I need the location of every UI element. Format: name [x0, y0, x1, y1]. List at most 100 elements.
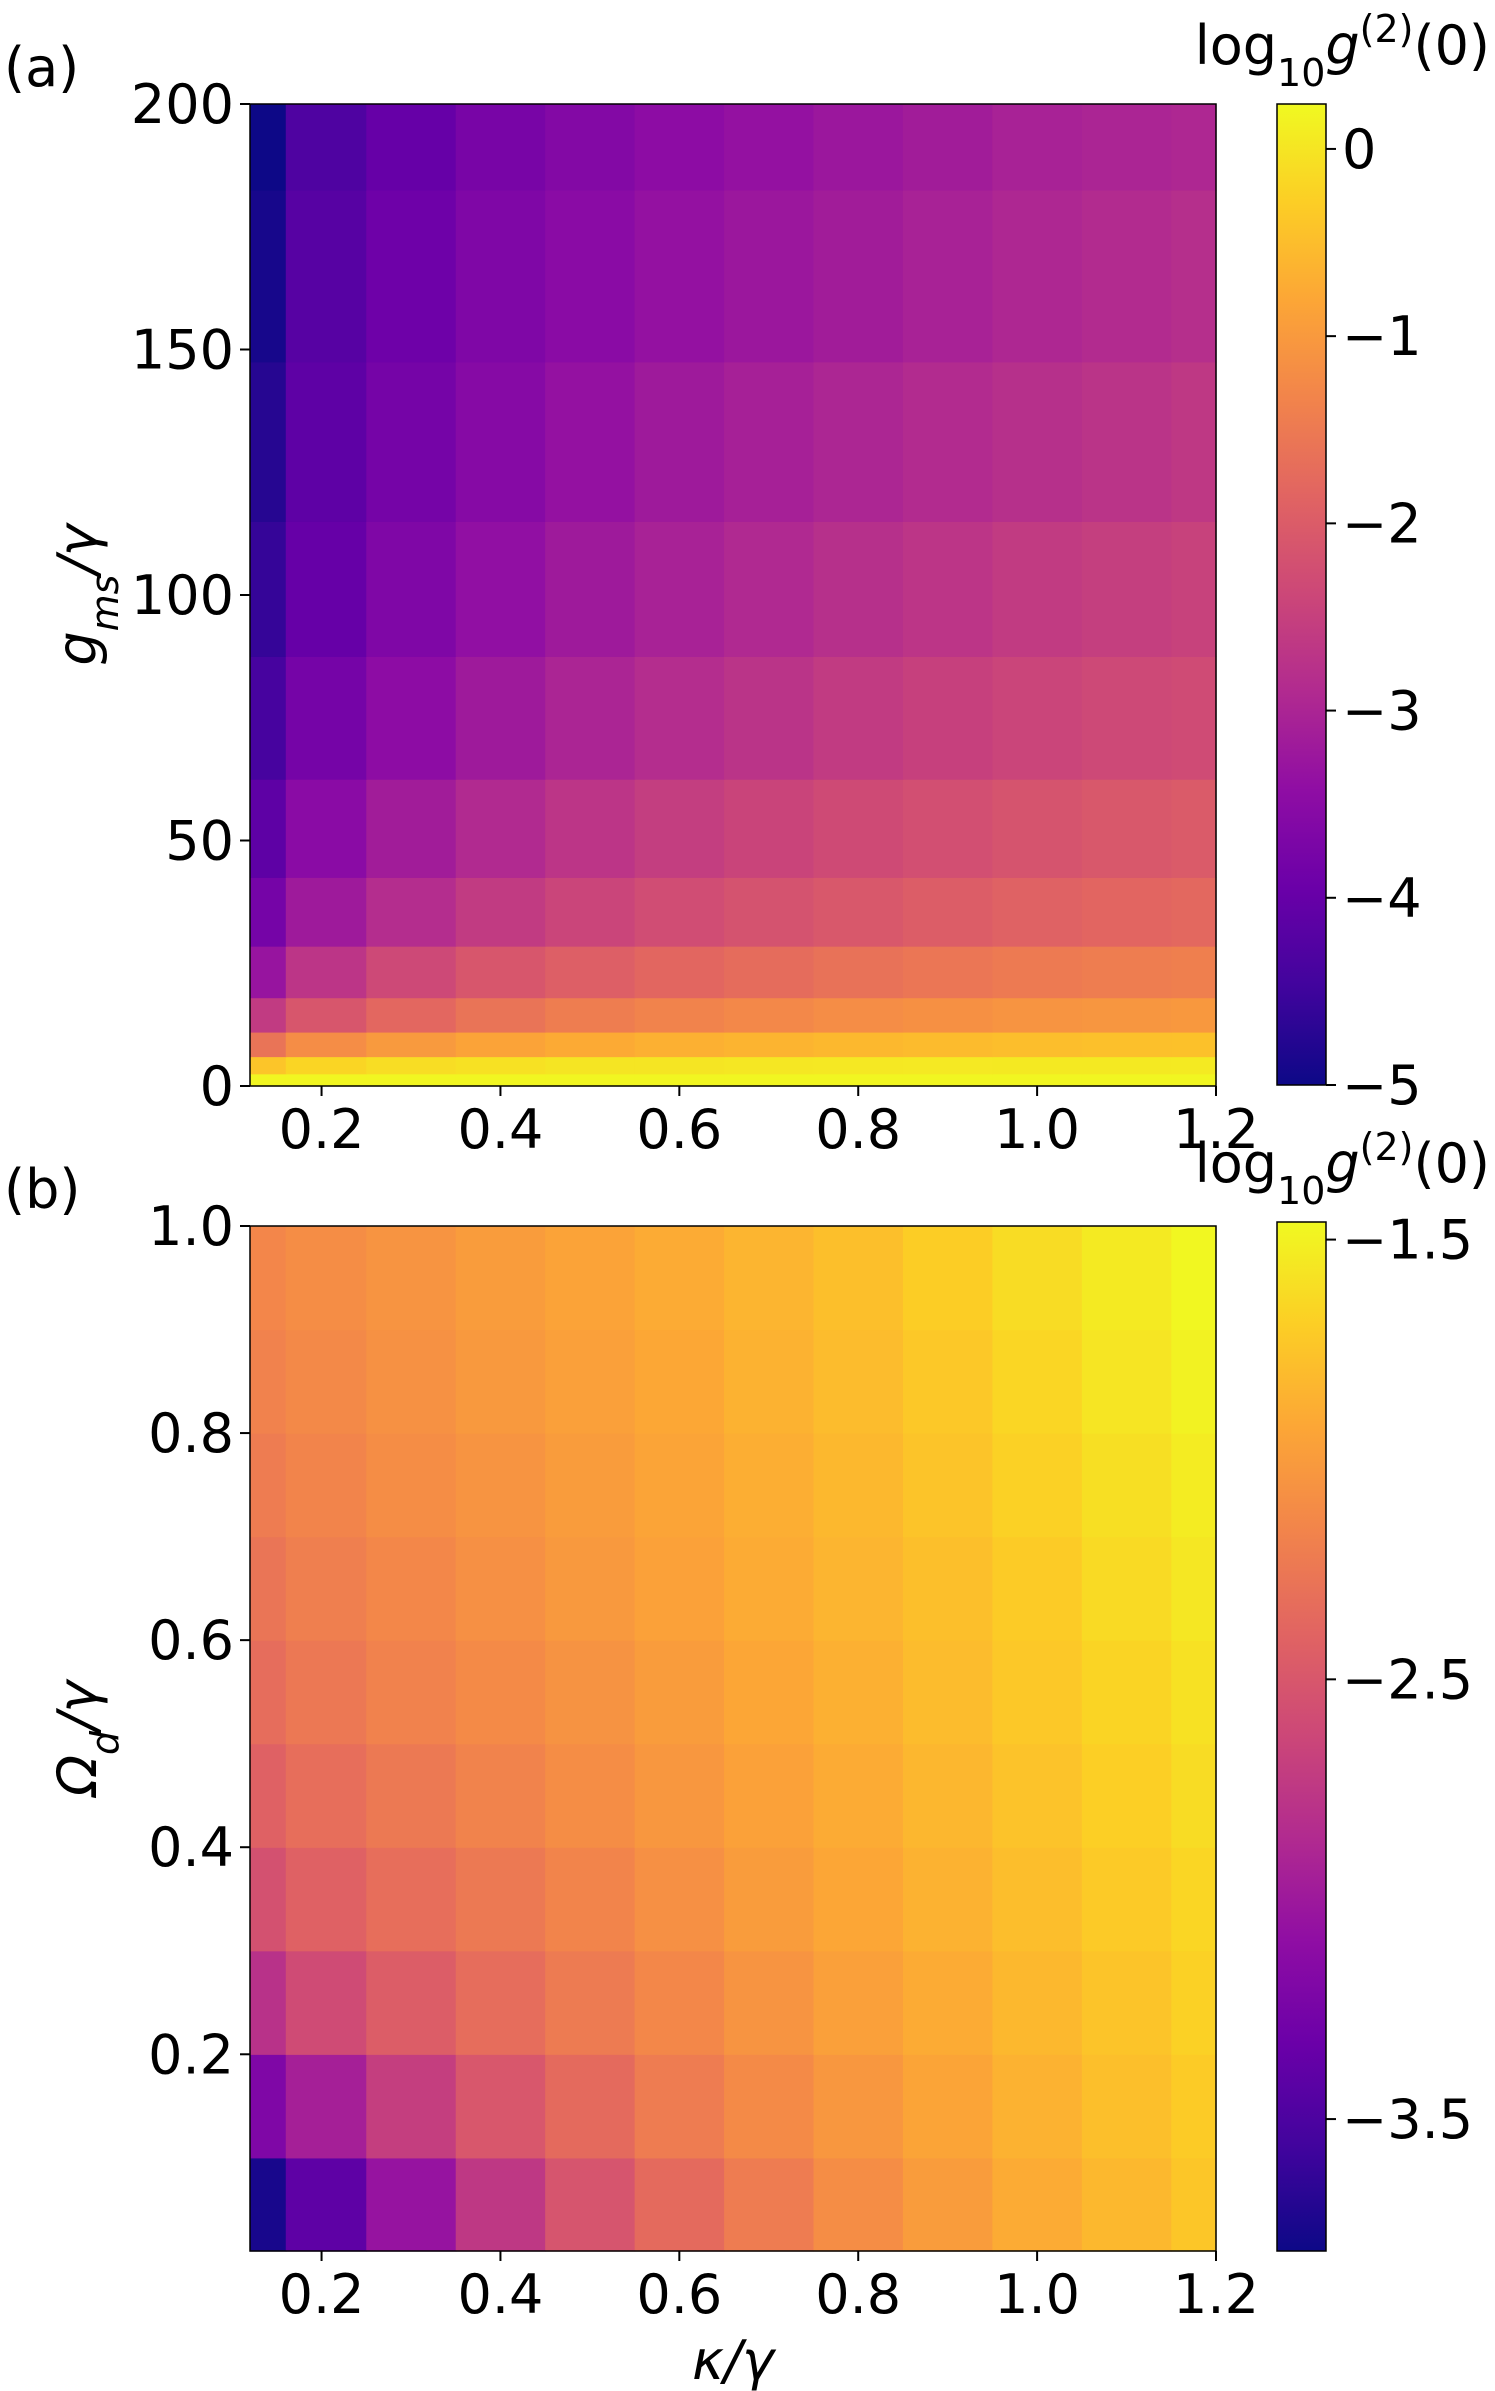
heatmap-cell: [285, 997, 367, 1033]
heatmap-cell: [366, 877, 457, 947]
heatmap-cell: [545, 189, 636, 363]
heatmap-cell: [1171, 656, 1217, 780]
heatmap-cell: [634, 1329, 725, 1434]
colorbar-tick-label: −3.5: [1342, 2088, 1473, 2151]
heatmap-cell: [545, 1950, 636, 2055]
heatmap-cell: [813, 1031, 904, 1058]
heatmap-cell: [455, 1950, 546, 2055]
heatmap-cell: [634, 1536, 725, 1641]
heatmap-cell: [285, 1329, 367, 1434]
heatmap-cell: [813, 189, 904, 363]
heatmap-cell: [545, 1640, 636, 1745]
heatmap-cell: [724, 1950, 815, 2055]
heatmap-cell: [366, 1743, 457, 1848]
heatmap-cell: [250, 1073, 287, 1087]
heatmap-cell: [545, 2157, 636, 2252]
y-tick-label: 0.6: [148, 1609, 234, 1672]
heatmap-cell: [992, 1226, 1083, 1331]
heatmap-cell: [902, 1640, 993, 1745]
heatmap-cell: [285, 877, 367, 947]
heatmap-cell: [992, 2157, 1083, 2252]
heatmap-cell: [902, 779, 993, 878]
heatmap-cell: [1081, 997, 1172, 1033]
x-axis-label: κ/γ: [692, 2329, 777, 2391]
colorbar-tick-label: −2: [1342, 492, 1422, 555]
heatmap-cell: [724, 361, 815, 522]
x-tick-label: 0.8: [815, 1098, 901, 1161]
heatmap-cell: [634, 877, 725, 947]
x-tick-label: 0.6: [636, 1098, 722, 1161]
heatmap-cell: [1081, 104, 1172, 191]
heatmap-cell: [724, 1640, 815, 1745]
heatmap-cell: [902, 104, 993, 191]
heatmap-cell: [455, 946, 546, 999]
heatmap-cell: [992, 1847, 1083, 1952]
heatmap-cell: [285, 1536, 367, 1641]
heatmap-cell: [992, 1433, 1083, 1538]
heatmap-cell: [724, 779, 815, 878]
heatmap-cell: [1081, 946, 1172, 999]
heatmap-cell: [724, 877, 815, 947]
y-tick-label: 50: [165, 810, 234, 873]
label-part: d: [83, 1730, 127, 1755]
heatmap-cell: [455, 1073, 546, 1087]
heatmap-cell: [366, 1226, 457, 1331]
heatmap-cell: [285, 946, 367, 999]
heatmap-cell: [1171, 1031, 1217, 1058]
label-part: g: [1325, 1132, 1359, 1195]
colorbar: [1277, 1222, 1326, 2251]
heatmap-cell: [545, 1056, 636, 1075]
heatmap-cell: [634, 1073, 725, 1087]
heatmap-cell: [285, 1073, 367, 1087]
heatmap-cell: [455, 2054, 546, 2159]
y-tick-label: 0.8: [148, 1402, 234, 1465]
heatmap-cell: [250, 1950, 287, 2055]
heatmap-cell: [902, 946, 993, 999]
heatmap-cell: [250, 997, 287, 1033]
heatmap-cell: [634, 1226, 725, 1331]
heatmap-cell: [250, 1743, 287, 1848]
heatmap-cell: [250, 521, 287, 657]
heatmap-cell: [366, 1536, 457, 1641]
heatmap-cell: [1171, 946, 1217, 999]
heatmap-cell: [455, 2157, 546, 2252]
heatmap-cell: [902, 1031, 993, 1058]
heatmap-cell: [1081, 1329, 1172, 1434]
heatmap-cell: [1171, 2054, 1217, 2159]
heatmap-cell: [902, 2054, 993, 2159]
heatmap-cell: [366, 1073, 457, 1087]
label-part: Ω: [46, 1755, 109, 1798]
heatmap-cell: [813, 656, 904, 780]
heatmap-cell: [455, 997, 546, 1033]
heatmap-cell: [1171, 779, 1217, 878]
heatmap-cell: [1171, 1950, 1217, 2055]
heatmap-cell: [545, 1031, 636, 1058]
heatmap-cell: [634, 656, 725, 780]
heatmap-cell: [634, 521, 725, 657]
heatmap-cell: [992, 997, 1083, 1033]
heatmap-cell: [634, 1031, 725, 1058]
heatmap-cell: [545, 877, 636, 947]
heatmap-cell: [902, 997, 993, 1033]
heatmap-cell: [724, 2054, 815, 2159]
heatmap-cell: [285, 1226, 367, 1331]
heatmap-cell: [455, 1640, 546, 1745]
heatmap-cell: [545, 521, 636, 657]
heatmap-cell: [1171, 1433, 1217, 1538]
colorbar-tick-label: −5: [1342, 1054, 1422, 1117]
heatmap-cell: [545, 1073, 636, 1087]
y-tick-label: 0.2: [148, 2023, 234, 2086]
heatmap-cell: [545, 1433, 636, 1538]
heatmap-cell: [455, 1743, 546, 1848]
heatmap-cell: [1081, 2157, 1172, 2252]
heatmap-cell: [1171, 1226, 1217, 1331]
heatmap-cell: [813, 997, 904, 1033]
heatmap-cell: [724, 1536, 815, 1641]
heatmap-cell: [545, 1226, 636, 1331]
heatmap-cell: [902, 1743, 993, 1848]
heatmap-cell: [902, 877, 993, 947]
heatmap-cell: [724, 1847, 815, 1952]
colorbar-label: log10g(2)(0): [1195, 1125, 1490, 1213]
heatmap-cell: [455, 1031, 546, 1058]
heatmap-cell: [902, 1226, 993, 1331]
